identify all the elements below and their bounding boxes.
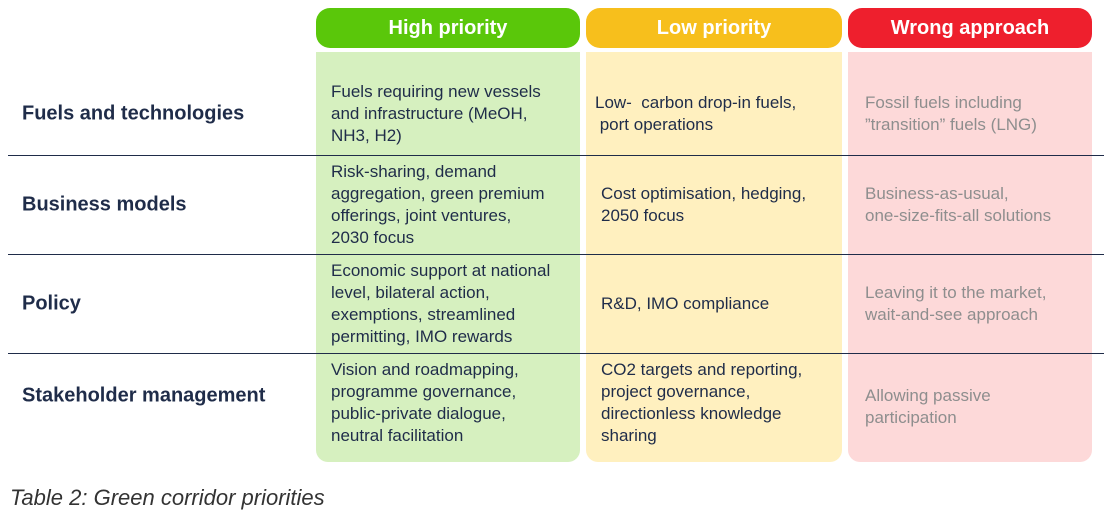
cell-business-wrong: Business-as-usual, one-size-fits-all sol… [865, 183, 1090, 227]
cell-line: programme governance, [331, 382, 517, 401]
cell-line: CO2 targets and reporting, [601, 360, 803, 379]
cell-line: port operations [595, 115, 714, 134]
cell-stakeholder-low: CO2 targets and reporting, project gover… [601, 359, 837, 447]
cell-business-low: Cost optimisation, hedging, 2050 focus [601, 183, 837, 227]
high-priority-column [316, 52, 580, 462]
cell-fuels-low: Low- carbon drop-in fuels, port operatio… [595, 92, 831, 136]
row-divider [8, 254, 1104, 255]
cell-line: aggregation, green premium [331, 184, 545, 203]
row-label-stakeholder-management: Stakeholder management [22, 384, 266, 407]
cell-line: offerings, joint ventures, [331, 206, 512, 225]
cell-stakeholder-high: Vision and roadmapping, programme govern… [331, 359, 573, 447]
wrong-approach-column [848, 52, 1092, 462]
row-label-fuels-technologies: Fuels and technologies [22, 102, 245, 125]
cell-line: directionless knowledge [601, 404, 782, 423]
low-priority-column [586, 52, 842, 462]
header-wrong-approach: Wrong approach [848, 8, 1092, 48]
cell-line: Economic support at national [331, 261, 551, 280]
table-caption: Table 2: Green corridor priorities [10, 485, 325, 510]
row-label-policy: Policy [22, 292, 81, 315]
cell-line: Fossil fuels including [865, 93, 1022, 112]
cell-line: one-size-fits-all solutions [865, 206, 1052, 225]
row-label-business-models: Business models [22, 193, 187, 216]
header-low-priority: Low priority [586, 8, 842, 48]
header-high-priority: High priority [316, 8, 580, 48]
cell-line: NH3, H2) [331, 126, 402, 145]
cell-line: Vision and roadmapping, [331, 360, 519, 379]
cell-line: wait-and-see approach [865, 305, 1038, 324]
cell-line: sharing [601, 426, 657, 445]
cell-line: participation [865, 408, 957, 427]
row-divider [8, 155, 1104, 156]
cell-line: public-private dialogue, [331, 404, 506, 423]
cell-line: 2050 focus [601, 206, 685, 225]
cell-line: Leaving it to the market, [865, 283, 1047, 302]
cell-line: permitting, IMO rewards [331, 327, 513, 346]
cell-policy-high: Economic support at national level, bila… [331, 260, 573, 348]
cell-line: Fuels requiring new vessels [331, 82, 541, 101]
cell-line: Business-as-usual, [865, 184, 1009, 203]
cell-line: level, bilateral action, [331, 283, 490, 302]
cell-line: project governance, [601, 382, 751, 401]
cell-line: Low- carbon drop-in fuels, [595, 93, 797, 112]
cell-line: exemptions, streamlined [331, 305, 516, 324]
cell-line: neutral facilitation [331, 426, 464, 445]
cell-line: and infrastructure (MeOH, [331, 104, 528, 123]
cell-policy-low: R&D, IMO compliance [601, 293, 837, 315]
cell-fuels-high: Fuels requiring new vessels and infrastr… [331, 81, 573, 147]
cell-line: ”transition” fuels (LNG) [865, 115, 1037, 134]
row-divider [8, 353, 1104, 354]
cell-business-high: Risk-sharing, demand aggregation, green … [331, 161, 573, 249]
cell-line: Cost optimisation, hedging, [601, 184, 807, 203]
cell-stakeholder-wrong: Allowing passive participation [865, 385, 1090, 429]
cell-line: R&D, IMO compliance [601, 294, 770, 313]
cell-policy-wrong: Leaving it to the market, wait-and-see a… [865, 282, 1090, 326]
cell-line: Allowing passive [865, 386, 991, 405]
cell-fuels-wrong: Fossil fuels including ”transition” fuel… [865, 92, 1090, 136]
cell-line: 2030 focus [331, 228, 415, 247]
cell-line: Risk-sharing, demand [331, 162, 497, 181]
